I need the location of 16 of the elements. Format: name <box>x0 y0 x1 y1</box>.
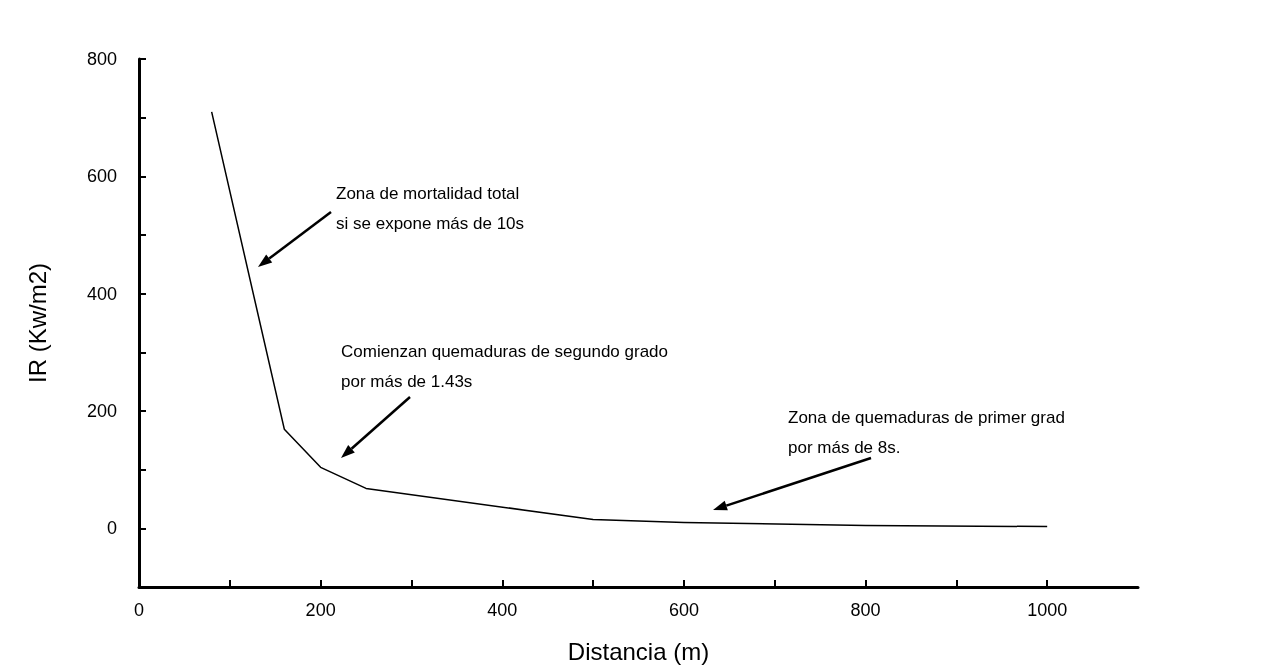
annotation: Comienzan quemaduras de segundo grado por más de 1.43s <box>341 341 669 391</box>
annotation: Zona de quemaduras de primer grad por más de 8s. <box>788 407 1065 457</box>
y-tick-label: 400 <box>86 283 117 304</box>
y-axis-title: IR (Kw/m2) <box>23 263 51 383</box>
y-tick-label: 200 <box>86 401 117 421</box>
y-tick-label: 0 <box>106 518 117 539</box>
y-tick-label: 800 <box>86 49 117 69</box>
annotation: Zona de mortalidad total si se expone más de 10s <box>336 183 525 233</box>
x-tick-label: 800 <box>850 600 881 620</box>
x-tick-label: 200 <box>305 600 336 620</box>
x-tick-label: 400 <box>487 600 518 620</box>
y-tick-label: 600 <box>86 166 117 187</box>
x-tick-label: 1000 <box>1027 600 1068 620</box>
x-axis-title: Distancia (m) <box>567 637 710 665</box>
x-tick-label: 0 <box>133 600 145 620</box>
x-tick-label: 600 <box>668 600 699 620</box>
